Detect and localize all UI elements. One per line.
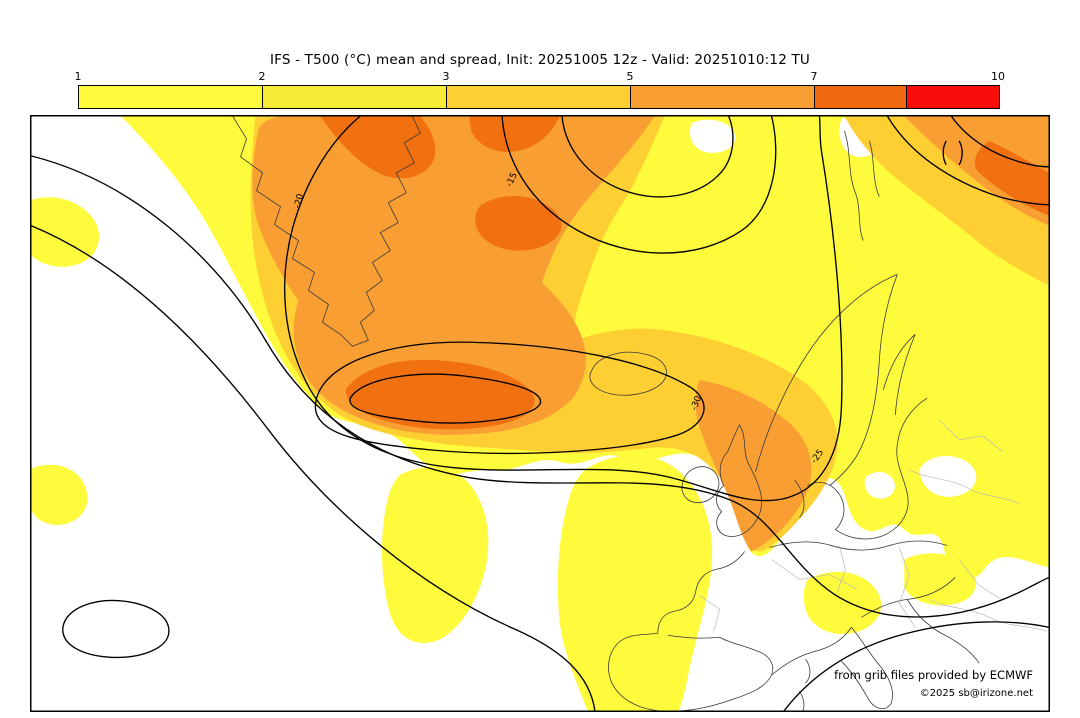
spread-1-region xyxy=(904,553,976,606)
spread-1-region xyxy=(557,455,713,711)
chart-title: IFS - T500 (°C) mean and spread, Init: 2… xyxy=(269,52,811,68)
spread-7-region xyxy=(974,140,1049,216)
colorbar-segment xyxy=(631,86,815,108)
contour-value-label: -20 xyxy=(293,193,307,210)
mean-contour xyxy=(783,621,1049,711)
spread-1-region xyxy=(31,197,99,267)
colorbar-ticks: 1 2 3 5 7 10 xyxy=(74,70,1006,84)
mean-contour xyxy=(31,155,1049,618)
colorbar-tick-label: 5 xyxy=(626,70,634,83)
coastline-france xyxy=(657,551,745,634)
mean-contour xyxy=(950,116,1049,168)
colorbar-tick-label: 10 xyxy=(991,70,1005,83)
colorbar-bar xyxy=(78,85,1000,109)
spread-7-region xyxy=(320,116,436,179)
coastline-greenland xyxy=(232,116,421,347)
coastline-ireland xyxy=(681,466,720,504)
coastline-bothnia xyxy=(882,333,916,416)
spread-fill-layer-7 xyxy=(320,116,1049,430)
coastline-norway xyxy=(755,274,898,472)
coastline-northsea xyxy=(769,540,948,551)
border-layer xyxy=(699,419,1048,632)
coastline-baltic xyxy=(807,397,928,540)
colorbar-segment xyxy=(907,86,999,108)
mean-contour xyxy=(886,116,1049,206)
spread-fill-layer-5 xyxy=(252,116,1049,552)
colorbar-tick-label: 3 xyxy=(442,70,450,83)
mean-contour xyxy=(501,116,777,254)
spread-1-region xyxy=(31,464,88,525)
coastline-arctic-islands xyxy=(844,130,880,241)
colorbar-tick-label: 7 xyxy=(810,70,818,83)
weather-map: -20-15-30-25 xyxy=(31,116,1049,711)
colorbar-segment xyxy=(79,86,263,108)
coastline-denmark xyxy=(794,479,805,518)
spread-1-region xyxy=(381,466,489,644)
spread-5-region xyxy=(904,116,1049,226)
coastline-iceland xyxy=(589,351,667,396)
spread-1-region xyxy=(803,571,882,635)
colorbar-segment xyxy=(263,86,447,108)
spread-5-region xyxy=(695,380,812,552)
colorbar-tick-label: 2 xyxy=(258,70,266,83)
mean-contour xyxy=(283,116,843,502)
mean-contour xyxy=(314,341,705,455)
coastline-britain xyxy=(716,424,763,537)
credit-copyright: ©2025 sb@irizone.net xyxy=(919,688,1033,699)
coastline-italy xyxy=(841,627,893,710)
mean-contour xyxy=(561,116,734,198)
colorbar-segment xyxy=(447,86,631,108)
coastline-adriatic xyxy=(861,577,980,664)
colorbar-tick-label: 1 xyxy=(74,70,82,83)
colorbar-segment xyxy=(815,86,907,108)
coastline-med-france xyxy=(771,627,852,676)
spread-5-region xyxy=(252,116,655,435)
credit-ecmwf: from grib files provided by ECMWF xyxy=(834,668,1033,682)
spread-7-region xyxy=(475,195,562,251)
mean-contour xyxy=(62,599,170,659)
mean-contour xyxy=(31,225,596,711)
coastline-iberia xyxy=(608,632,774,711)
coastline-corsica-sardinia xyxy=(799,658,811,711)
contour-value-label: -30 xyxy=(690,394,705,411)
spread-7-region xyxy=(469,116,560,152)
map-frame: -20 -15 -30 -25 from grib files provided by… xyxy=(30,115,1050,712)
coastline-sweden xyxy=(829,274,898,487)
mean-contour-layer xyxy=(31,116,1049,711)
spread-colorbar: 1 2 3 5 7 10 xyxy=(74,70,1006,110)
mean-contour xyxy=(349,373,542,424)
coastline-layer xyxy=(232,116,980,711)
mean-contour-small xyxy=(942,140,963,166)
